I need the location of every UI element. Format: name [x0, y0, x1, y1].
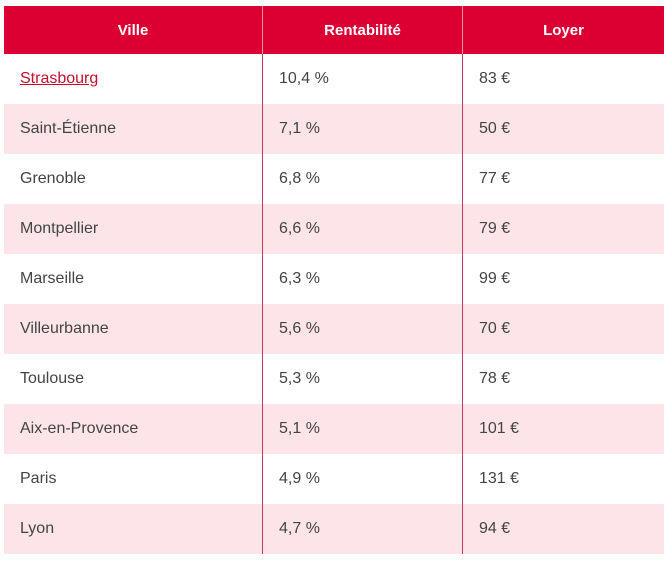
column-header-loyer: Loyer: [462, 6, 664, 54]
city-cell: Paris: [20, 470, 57, 487]
rentability-cell: 4,7 %: [262, 504, 462, 554]
city-cell: Marseille: [20, 270, 85, 287]
rent-cell: 70 €: [462, 304, 664, 354]
rentability-cell: 5,3 %: [262, 354, 462, 404]
column-header-ville: Ville: [117, 21, 149, 39]
rentability-cell: 6,6 %: [262, 204, 462, 254]
rentability-cell: 5,1 %: [262, 404, 462, 454]
column-header-rentabilite: Rentabilité: [262, 6, 462, 54]
city-cell: Aix-en-Provence: [20, 420, 139, 437]
rent-cell: 77 €: [462, 154, 664, 204]
city-cell: Saint-Étienne: [20, 120, 117, 137]
rentability-cell: 10,4 %: [262, 54, 462, 104]
rent-cell: 83 €: [462, 54, 664, 104]
rent-cell: 50 €: [462, 104, 664, 154]
rentability-cell: 4,9 %: [262, 454, 462, 504]
table-header-row: Ville Rentabilité Loyer: [4, 6, 664, 54]
city-cell: Toulouse: [20, 370, 85, 387]
rent-cell: 79 €: [462, 204, 664, 254]
table-row: Aix-en-Provence 5,1 % 101 €: [4, 404, 664, 454]
rentability-cell: 5,6 %: [262, 304, 462, 354]
rent-cell: 99 €: [462, 254, 664, 304]
city-cell: Strasbourg: [4, 54, 262, 104]
rentability-cell: 6,8 %: [262, 154, 462, 204]
table-row: Paris 4,9 % 131 €: [4, 454, 664, 504]
table-row: Saint-Étienne 7,1 % 50 €: [4, 104, 664, 154]
city-link-strasbourg[interactable]: Strasbourg: [20, 70, 99, 87]
rentability-cell: 6,3 %: [262, 254, 462, 304]
city-cell: Lyon: [20, 520, 55, 537]
rentability-cell: 7,1 %: [262, 104, 462, 154]
table-row: Grenoble 6,8 % 77 €: [4, 154, 664, 204]
rent-cell: 78 €: [462, 354, 664, 404]
table-row: Strasbourg 10,4 % 83 €: [4, 54, 664, 104]
table-row: Lyon 4,7 % 94 €: [4, 504, 664, 554]
city-cell: Grenoble: [20, 170, 86, 187]
rent-cell: 131 €: [462, 454, 664, 504]
table-row: Toulouse 5,3 % 78 €: [4, 354, 664, 404]
city-cell: Montpellier: [20, 220, 99, 237]
table-row: Montpellier 6,6 % 79 €: [4, 204, 664, 254]
rent-cell: 94 €: [462, 504, 664, 554]
rent-cell: 101 €: [462, 404, 664, 454]
table-row: Marseille 6,3 % 99 €: [4, 254, 664, 304]
table-row: Villeurbanne 5,6 % 70 €: [4, 304, 664, 354]
city-cell: Villeurbanne: [20, 320, 109, 337]
rentability-table: Ville Rentabilité Loyer Strasbourg 10,4 …: [4, 6, 664, 554]
